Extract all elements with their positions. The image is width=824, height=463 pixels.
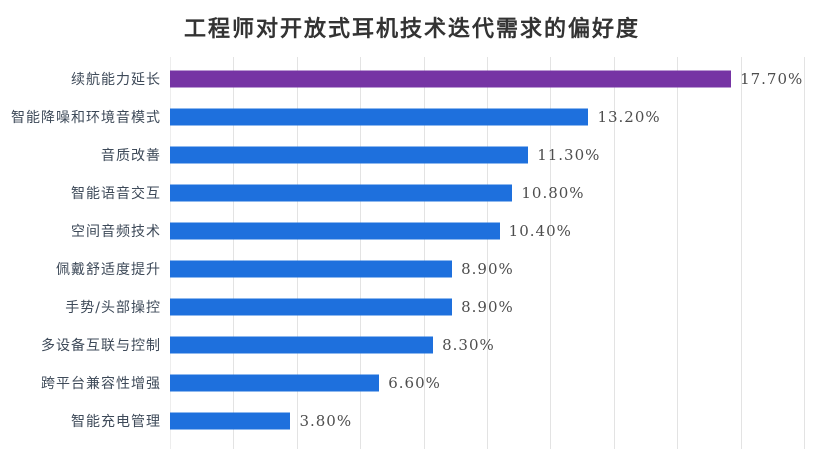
- plot-area: 续航能力延长 17.70% 智能降噪和环境音模式 13.20% 音质改善 11.30% 智能…: [0, 57, 824, 452]
- bar-rows: 续航能力延长 17.70% 智能降噪和环境音模式 13.20% 音质改善 11.30% 智能…: [0, 60, 824, 440]
- value-label: 8.90%: [461, 298, 514, 316]
- bar: [170, 336, 434, 354]
- bar-track: 8.30%: [170, 326, 804, 364]
- bar-track: 6.60%: [170, 364, 804, 402]
- bar-track: 13.20%: [170, 98, 804, 136]
- value-label: 11.30%: [537, 146, 601, 164]
- category-label: 多设备互联与控制: [41, 338, 161, 354]
- category-label: 手势/头部操控: [65, 300, 161, 316]
- value-label: 10.40%: [508, 222, 572, 240]
- category-label: 空间音频技术: [71, 224, 161, 240]
- bar-track: 8.90%: [170, 250, 804, 288]
- category-label: 智能降噪和环境音模式: [11, 110, 161, 126]
- category-label: 续航能力延长: [71, 72, 161, 88]
- bar: [170, 184, 513, 202]
- bar: [170, 222, 500, 240]
- bar-row: 智能语音交互 10.80%: [0, 174, 824, 212]
- value-label: 3.80%: [299, 412, 353, 430]
- chart-title: 工程师对开放式耳机技术迭代需求的偏好度: [183, 16, 640, 42]
- value-label: 8.30%: [442, 336, 495, 354]
- bar-track: 17.70%: [170, 60, 804, 98]
- value-label: 8.90%: [461, 260, 514, 278]
- bar: [170, 412, 291, 430]
- category-label: 佩戴舒适度提升: [56, 262, 161, 278]
- bar-track: 11.30%: [170, 136, 804, 174]
- bar-row: 跨平台兼容性增强 6.60%: [0, 364, 824, 402]
- bar-track: 3.80%: [170, 402, 804, 440]
- category-label: 跨平台兼容性增强: [41, 376, 161, 392]
- bar: [170, 108, 589, 126]
- value-label: 13.20%: [597, 108, 661, 126]
- bar-row: 音质改善 11.30%: [0, 136, 824, 174]
- bar: [170, 298, 453, 316]
- bar-row: 多设备互联与控制 8.30%: [0, 326, 824, 364]
- bar-row: 智能降噪和环境音模式 13.20%: [0, 98, 824, 136]
- bar-row: 空间音频技术 10.40%: [0, 212, 824, 250]
- value-label: 17.70%: [740, 70, 804, 88]
- bar-track: 10.80%: [170, 174, 804, 212]
- bar: [170, 260, 453, 278]
- bar: [170, 374, 380, 392]
- bar-track: 10.40%: [170, 212, 804, 250]
- value-label: 6.60%: [388, 374, 441, 392]
- bar-row: 佩戴舒适度提升 8.90%: [0, 250, 824, 288]
- bar-row: 手势/头部操控 8.90%: [0, 288, 824, 326]
- bar-row: 智能充电管理 3.80%: [0, 402, 824, 440]
- bar-row: 续航能力延长 17.70%: [0, 60, 824, 98]
- category-label: 音质改善: [101, 148, 161, 164]
- bar: [170, 146, 529, 164]
- category-label: 智能充电管理: [71, 414, 161, 430]
- bar: [170, 70, 732, 88]
- bar-track: 8.90%: [170, 288, 804, 326]
- category-label: 智能语音交互: [71, 186, 161, 202]
- value-label: 10.80%: [521, 184, 585, 202]
